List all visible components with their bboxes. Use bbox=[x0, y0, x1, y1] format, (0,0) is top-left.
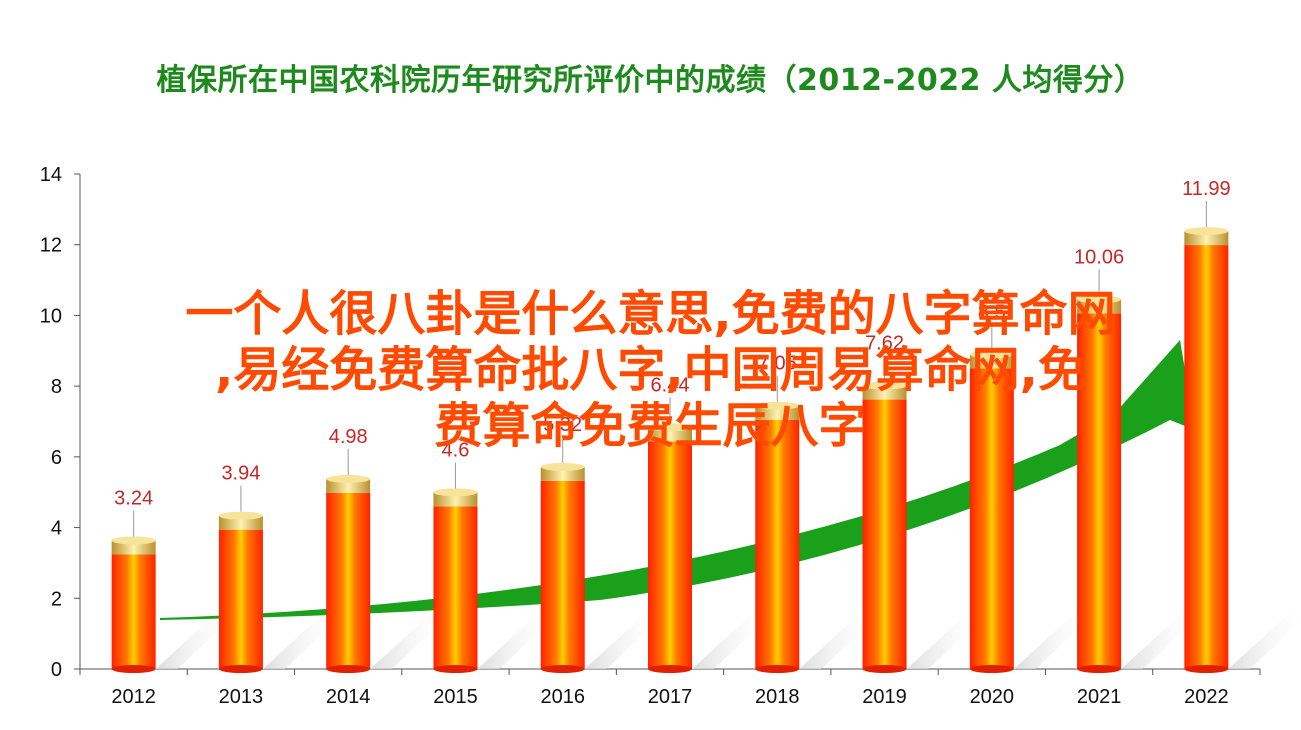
data-label: 8.5 bbox=[978, 301, 1006, 323]
y-tick-label: 6 bbox=[51, 447, 62, 469]
data-label: 6.44 bbox=[651, 374, 690, 396]
bar-cap bbox=[648, 427, 692, 442]
overlay-text: 一个人很八卦是什么意思,免费的八字算命网 ,易经免费算命批八字,中国周易算命网,… bbox=[20, 286, 1281, 454]
x-tick-label: 2021 bbox=[1077, 686, 1122, 708]
x-tick-label: 2012 bbox=[111, 686, 156, 708]
bar-shadow bbox=[477, 614, 558, 669]
bar bbox=[648, 441, 692, 669]
bar bbox=[433, 506, 478, 669]
bar bbox=[755, 419, 800, 669]
bar-cap-top bbox=[111, 536, 156, 545]
x-tick-label: 2020 bbox=[970, 686, 1015, 708]
bar bbox=[969, 368, 1014, 669]
data-label: 10.06 bbox=[1074, 246, 1124, 268]
bar bbox=[218, 529, 263, 669]
data-label: 7.62 bbox=[865, 333, 904, 355]
y-tick-label: 4 bbox=[51, 518, 62, 540]
bar-cap-top bbox=[540, 462, 585, 471]
bar-base bbox=[969, 665, 1014, 673]
bar-cap bbox=[218, 515, 263, 530]
bar bbox=[326, 492, 371, 669]
bar-cap-top bbox=[862, 381, 907, 390]
x-tick-label: 2022 bbox=[1184, 686, 1229, 708]
x-tick-label: 2015 bbox=[433, 686, 478, 708]
bar-base bbox=[862, 665, 907, 673]
y-tick-label: 12 bbox=[40, 235, 62, 257]
data-label: 4.6 bbox=[442, 439, 470, 461]
bar-shadow bbox=[1013, 614, 1094, 669]
data-labels: 3.24 3.94 4.98 4.6 5.32 6.44 7.05 7.62 8.5 10.06 1… bbox=[114, 178, 1231, 537]
bar-cap bbox=[755, 405, 800, 420]
bar-base bbox=[540, 665, 585, 673]
y-tick-label: 0 bbox=[51, 659, 62, 681]
bar-cap bbox=[111, 540, 156, 555]
bar-cap-top bbox=[326, 474, 371, 483]
bar-shadow bbox=[262, 614, 343, 669]
bar-shadow bbox=[1228, 614, 1301, 669]
bar bbox=[1077, 313, 1122, 669]
x-tick-label: 2016 bbox=[540, 686, 585, 708]
bars bbox=[111, 227, 1229, 673]
x-tick-label: 2017 bbox=[648, 686, 693, 708]
bar-base bbox=[326, 665, 371, 673]
bar-base bbox=[111, 665, 156, 673]
bar-cap-top bbox=[218, 511, 263, 520]
bar-shadow bbox=[1121, 614, 1202, 669]
bar-cap bbox=[433, 492, 478, 507]
bar-shadow bbox=[370, 614, 451, 669]
bar-base bbox=[433, 665, 478, 673]
overlay-line-1: 一个人很八卦是什么意思,免费的八字算命网 bbox=[185, 286, 1116, 342]
bar-base bbox=[648, 665, 692, 673]
y-tick-label: 14 bbox=[40, 164, 62, 186]
bar-cap-top bbox=[969, 350, 1014, 359]
bar-shadow bbox=[155, 614, 236, 669]
bar-base bbox=[1077, 665, 1122, 673]
overlay-line-3: 费算命免费生辰八字 bbox=[434, 398, 867, 454]
chart-title: 植保所在中国农科院历年研究所评价中的成绩（2012-2022 人均得分） bbox=[156, 63, 1145, 98]
bar-shadow bbox=[584, 614, 665, 669]
bar-shadow bbox=[799, 614, 880, 669]
bar-cap bbox=[326, 478, 371, 493]
bar-cap-top bbox=[1077, 295, 1122, 304]
bar-base bbox=[218, 665, 263, 673]
x-tick-label: 2018 bbox=[755, 686, 800, 708]
x-tick-label: 2013 bbox=[219, 686, 264, 708]
bar-cap-top bbox=[648, 423, 692, 432]
bar-shadow bbox=[692, 614, 772, 669]
bar bbox=[862, 399, 907, 669]
bar-cap bbox=[1077, 299, 1122, 314]
bar-cap-top bbox=[1184, 227, 1229, 236]
data-label: 5.32 bbox=[543, 414, 582, 436]
bar-cap-top bbox=[755, 401, 800, 410]
overlay-line-2: ,易经免费算命批八字,中国周易算命网,免 bbox=[215, 342, 1086, 398]
bar-cap bbox=[862, 385, 907, 400]
data-label: 7.05 bbox=[758, 353, 797, 375]
data-label: 3.24 bbox=[114, 487, 153, 509]
y-tick-label: 2 bbox=[51, 588, 62, 610]
bar-base bbox=[755, 665, 800, 673]
y-tick-label: 8 bbox=[51, 376, 62, 398]
data-label: 3.94 bbox=[221, 463, 260, 485]
data-label: 4.98 bbox=[329, 426, 368, 448]
bar-base bbox=[1184, 665, 1229, 673]
x-tick-label: 2014 bbox=[326, 686, 371, 708]
bar-cap-top bbox=[433, 488, 478, 497]
x-tick-label: 2019 bbox=[862, 686, 907, 708]
data-label: 11.99 bbox=[1182, 178, 1231, 200]
bar bbox=[1184, 245, 1229, 669]
bar bbox=[111, 554, 156, 669]
y-tick-label: 10 bbox=[40, 305, 62, 327]
bar-cap bbox=[540, 466, 585, 481]
bar-cap bbox=[969, 354, 1014, 369]
bar-shadows bbox=[155, 614, 1301, 669]
bar bbox=[540, 480, 585, 669]
bar-shadow bbox=[906, 614, 987, 669]
bar-cap bbox=[1184, 231, 1229, 246]
